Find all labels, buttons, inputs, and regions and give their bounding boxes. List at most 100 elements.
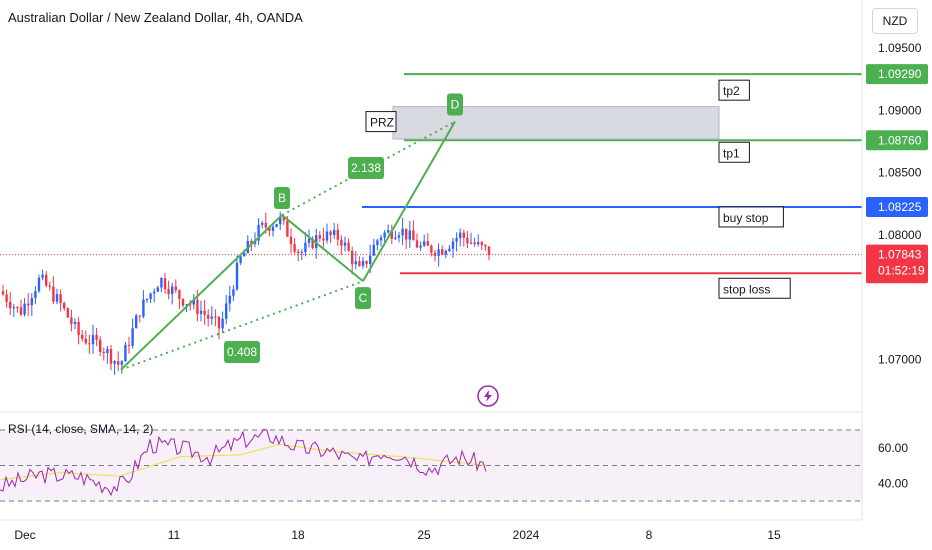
candle-body [185, 304, 188, 306]
candle-body [59, 294, 62, 304]
candle-body [487, 246, 491, 256]
harmonic-pattern: PRZ 0.408 2.138 B C D [120, 93, 720, 371]
candle-body [379, 237, 383, 241]
point-label-bg [355, 287, 371, 310]
candle-body [196, 299, 199, 314]
candle-body [12, 307, 15, 309]
pattern-leg [281, 214, 364, 282]
level-label-tp1: tp1 [718, 141, 750, 163]
axes: 1.09500 1.09000 1.08500 1.08000 1.07000 Dec 11… [0, 0, 922, 542]
candles [1, 211, 491, 375]
candle-body [88, 343, 91, 345]
level-label-box [718, 79, 750, 101]
candle-body [30, 298, 33, 306]
currency-button[interactable]: NZD [872, 8, 918, 34]
point-label-bg [447, 93, 463, 116]
candle-body [307, 238, 311, 243]
candle-body [23, 303, 26, 315]
candle-body [448, 248, 451, 251]
candle-body [142, 299, 145, 317]
ratio-label-text: 2.138 [351, 161, 381, 175]
candle-body [304, 242, 307, 253]
candle-body [390, 230, 393, 239]
candle-body [333, 229, 336, 236]
level-label-text: stop loss [723, 282, 770, 296]
candle-body [102, 352, 105, 354]
candle-body [217, 316, 221, 329]
candle-body [99, 339, 102, 353]
candle-body [372, 244, 375, 256]
current-price-tag [866, 244, 928, 281]
level-label-buy-stop: buy stop [718, 206, 784, 228]
candle-body [361, 260, 365, 266]
rsi-line [0, 428, 487, 497]
candle-body [397, 235, 401, 238]
candle-body [387, 230, 390, 233]
candle-body [9, 301, 12, 309]
ratio-label: 2.138 [348, 157, 384, 179]
level-label-box [718, 141, 750, 163]
candle-body [203, 310, 206, 315]
candle-body [405, 228, 408, 240]
prz-label-text: PRZ [370, 116, 394, 130]
point-label-text: C [359, 291, 368, 305]
candle-body [221, 318, 224, 329]
price-tag-bg [866, 64, 928, 85]
price-levels: tp2 1.09290 tp1 1.08760 buy stop 1.08225 stop … [362, 64, 928, 299]
candle-body [1, 291, 5, 295]
candle-body [423, 241, 426, 246]
pattern-point-C: C [355, 287, 371, 310]
pattern-point-D: D [447, 93, 463, 116]
candle-body [171, 286, 174, 295]
prz-zone [392, 106, 720, 140]
candle-body [376, 240, 379, 245]
ratio-label: 0.408 [224, 341, 260, 363]
countdown-label: 01:52:19 [878, 264, 925, 278]
candle-body [52, 286, 55, 302]
candle-body [174, 286, 177, 291]
candle-body [73, 322, 77, 325]
candle-body [451, 241, 455, 249]
level-label-text: tp1 [723, 146, 740, 160]
candle-body [214, 316, 217, 318]
candle-body [261, 222, 264, 225]
y-tick-label: 1.08500 [878, 166, 922, 180]
candle-body [95, 335, 98, 340]
candle-body [5, 294, 8, 302]
candle-body [343, 242, 347, 246]
x-tick-label: 25 [417, 528, 431, 542]
candle-body [433, 252, 437, 256]
rsi-label: RSI (14, close, SMA, 14, 2) [8, 422, 153, 436]
candle-body [462, 232, 465, 238]
x-tick-label: 11 [168, 528, 181, 542]
prz-label-box [365, 111, 397, 133]
ratio-label-text: 0.408 [227, 345, 257, 359]
candle-body [135, 315, 138, 329]
x-tick-label: 18 [291, 528, 305, 542]
chart-title: Australian Dollar / New Zealand Dollar, … [8, 10, 303, 25]
candle-body [466, 237, 469, 244]
price-tag-bg [866, 196, 928, 217]
y-tick-label: 1.09500 [878, 41, 922, 55]
candle-body [210, 316, 213, 319]
candle-body [419, 245, 422, 248]
lightning-icon[interactable] [477, 385, 499, 407]
candle-body [113, 361, 116, 364]
candle-body [84, 338, 87, 344]
candle-body [477, 242, 480, 245]
y-tick-label: 1.07000 [878, 353, 922, 367]
candle-body [279, 216, 282, 225]
current-price-label: 1.07843 [878, 248, 922, 262]
level-label-box [718, 206, 784, 228]
candle-body [55, 294, 59, 302]
candle-body [153, 291, 156, 294]
point-label-bg [274, 187, 290, 210]
candle-body [354, 261, 357, 265]
prz-label: PRZ [365, 111, 397, 133]
candle-body [430, 245, 433, 253]
candle-body [300, 252, 303, 254]
ratio-label-bg [224, 341, 260, 363]
price-tag-label: 1.08225 [878, 200, 922, 214]
candle-body [243, 252, 246, 257]
